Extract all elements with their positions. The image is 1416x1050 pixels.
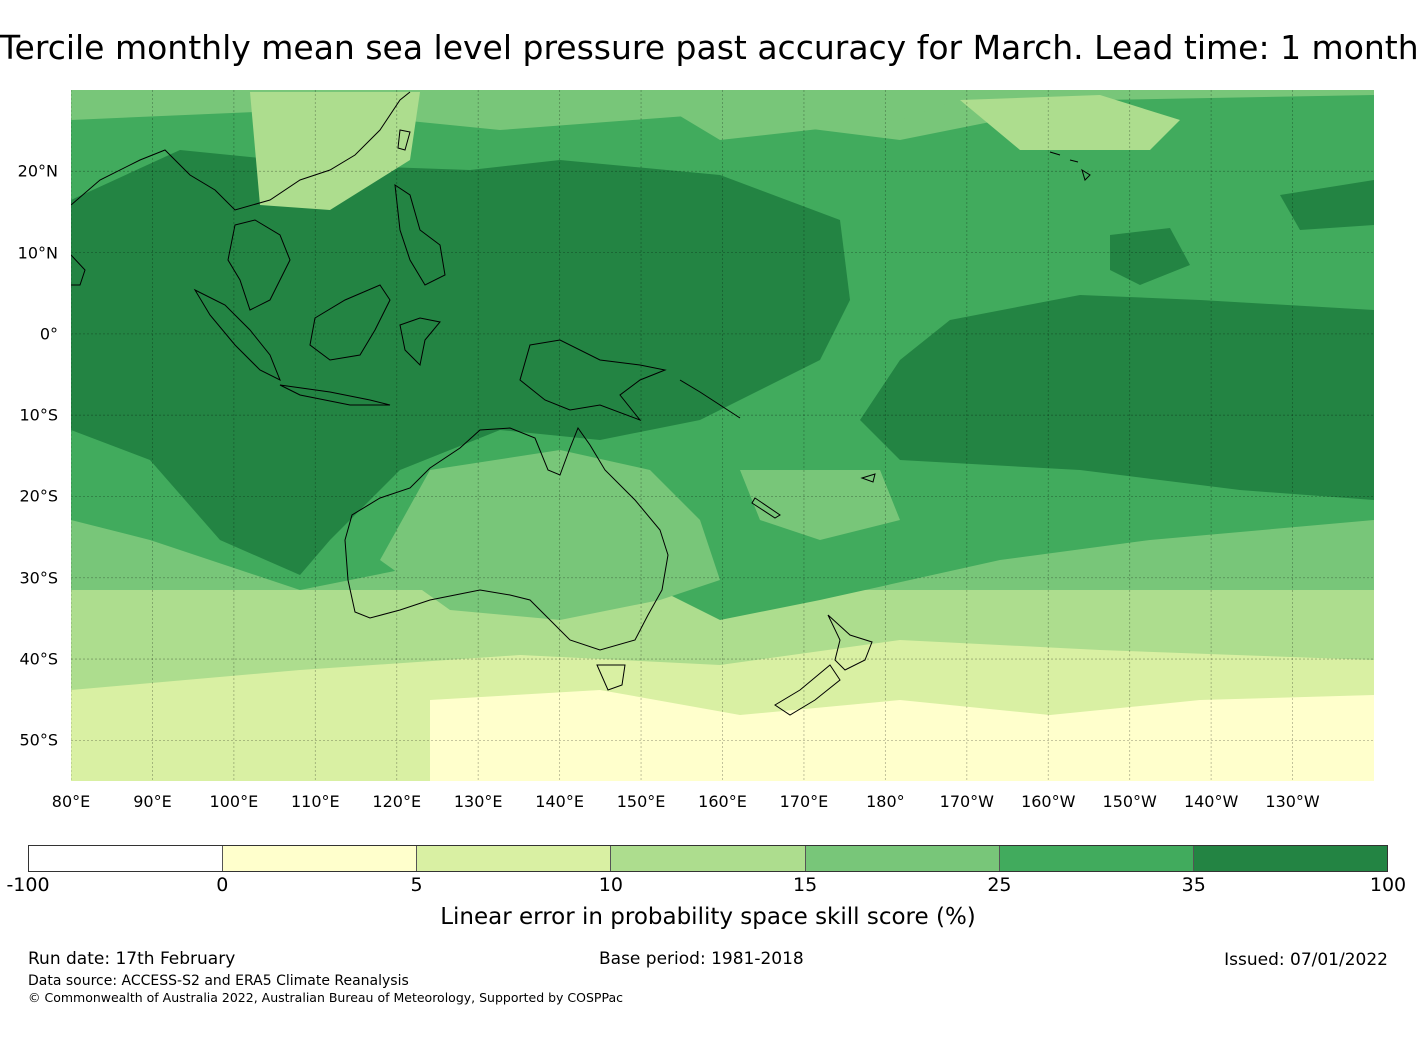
graticule	[71, 90, 1374, 781]
asia-mainland-coastline	[71, 91, 411, 211]
lat-tick-label: 20°N	[17, 161, 58, 181]
colorbar-tick-label: 5	[410, 874, 423, 896]
copyright: © Commonwealth of Australia 2022, Austra…	[28, 990, 623, 1005]
skill-patch-north	[640, 92, 980, 140]
colorbar-tick-label: 35	[1181, 874, 1206, 896]
lon-tick-label: 150°E	[616, 792, 666, 811]
taiwan-coastline	[397, 129, 411, 151]
philippines-coastline	[394, 183, 446, 286]
skill-core-east	[860, 295, 1374, 500]
colorbar-tick-label: 15	[793, 874, 818, 896]
lat-tick-label: 20°S	[19, 486, 58, 506]
lon-tick-label: 170°W	[939, 792, 994, 811]
issued-date: Issued: 07/01/2022	[1224, 950, 1388, 970]
base-period: Base period: 1981-2018	[599, 949, 804, 969]
colorbar-segment	[223, 846, 418, 871]
lon-tick-label: 160°W	[1021, 792, 1076, 811]
sulawesi-coastline	[399, 317, 441, 367]
fiji-coastline	[860, 473, 876, 483]
colorbar-tick-label: 10	[598, 874, 623, 896]
tasmania-coastline	[596, 664, 626, 691]
skill-patch-coral-sea	[740, 470, 900, 540]
lat-tick-label: 10°S	[19, 405, 58, 425]
skill-band-pale	[430, 690, 1374, 781]
skill-core-northeast	[1280, 180, 1374, 230]
skill-patch-north-pacific	[960, 95, 1180, 150]
lon-tick-label: 140°W	[1183, 792, 1239, 811]
lon-tick-label: 80°E	[51, 792, 91, 811]
indochina-coastline	[227, 219, 291, 311]
coastlines	[71, 91, 1091, 716]
colorbar-segment	[1193, 846, 1387, 871]
colorbar-segment	[611, 846, 806, 871]
borneo-coastline	[309, 284, 391, 361]
java-coastline	[279, 384, 391, 406]
hawaii-coastline	[1049, 151, 1091, 181]
colorbar-segment	[417, 846, 612, 871]
new-guinea-coastline	[519, 339, 667, 422]
colorbar-segment	[805, 846, 1000, 871]
colorbar	[28, 845, 1388, 872]
new-caledonia-coastline	[751, 497, 781, 519]
lon-tick-label: 130°E	[453, 792, 503, 811]
lat-tick-label: 40°S	[19, 649, 58, 669]
lat-tick-label: 30°S	[19, 568, 58, 588]
lon-tick-label: 150°W	[1102, 792, 1157, 811]
colorbar-segment	[999, 846, 1194, 871]
skill-field	[71, 90, 1374, 781]
lon-tick-label: 90°E	[133, 792, 172, 811]
skill-patch-asia	[250, 92, 420, 210]
lon-tick-label: 120°E	[372, 792, 422, 811]
lon-tick-label: 110°E	[290, 792, 340, 811]
chart-title: Tercile monthly mean sea level pressure …	[0, 28, 1416, 67]
lat-tick-label: 10°N	[17, 243, 58, 263]
colorbar-segment	[29, 846, 224, 871]
skill-patch-australia	[380, 450, 720, 620]
india-sri-lanka-coastline	[71, 254, 86, 286]
new-zealand-south-coastline	[774, 664, 841, 716]
data-source: Data source: ACCESS-S2 and ERA5 Climate …	[28, 973, 409, 989]
lon-tick-label: 160°E	[698, 792, 747, 811]
sumatra-coastline	[193, 288, 281, 382]
colorbar-tick-label: 25	[987, 874, 1012, 896]
run-date: Run date: 17th February	[28, 949, 236, 969]
lat-tick-label: 0°	[39, 324, 58, 344]
lon-tick-label: 100°E	[209, 792, 259, 811]
colorbar-tick-label: 100	[1369, 874, 1407, 896]
lat-tick-label: 50°S	[19, 730, 58, 750]
lon-tick-label: 140°E	[535, 792, 584, 811]
lon-tick-label: 180°	[866, 792, 905, 811]
colorbar-label: Linear error in probability space skill …	[440, 904, 976, 930]
solomon-islands-coastline	[679, 379, 741, 419]
lon-tick-label: 130°W	[1265, 792, 1320, 811]
colorbar-tick-label: 0	[216, 874, 229, 896]
colorbar-tick-label: -100	[6, 874, 50, 896]
australia-coastline	[344, 426, 669, 651]
new-zealand-north-coastline	[827, 614, 873, 671]
skill-core-west	[71, 150, 850, 575]
skill-core-hawaii	[1110, 228, 1190, 285]
lon-tick-label: 170°E	[779, 792, 829, 811]
